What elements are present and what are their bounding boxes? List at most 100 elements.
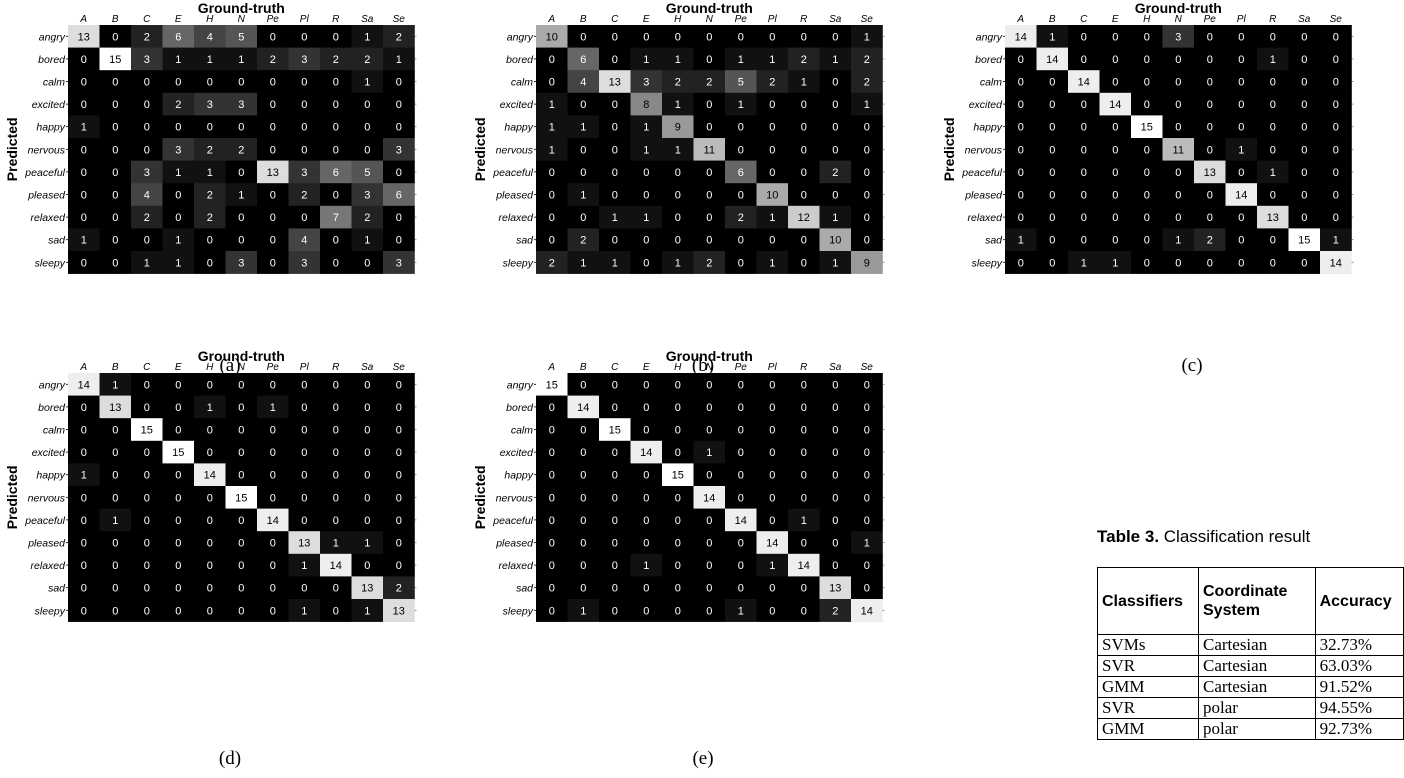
heatmap-cell (1225, 70, 1258, 94)
heatmap-cell (99, 531, 132, 555)
heatmap-cell (851, 576, 883, 600)
heatmap-cell (162, 92, 195, 116)
heatmap-cell (99, 373, 132, 396)
cell-value: 2 (706, 257, 712, 269)
cell-value: 0 (364, 470, 370, 482)
heatmap-cell (131, 531, 163, 555)
cell-value: 0 (832, 538, 838, 550)
cell-value: 0 (270, 235, 276, 247)
cell-value: 0 (81, 583, 87, 595)
y-tick-label: relaxed (968, 212, 1004, 224)
cell-value: 1 (333, 538, 339, 550)
cell-value: 0 (364, 492, 370, 504)
heatmap-cell (819, 418, 852, 442)
heatmap-cell (756, 25, 789, 48)
cell-value: 2 (207, 144, 213, 156)
heatmap-cell (1194, 70, 1226, 94)
x-tick-label: A (547, 14, 555, 25)
x-tick-label: Pe (267, 362, 280, 373)
table-row: SVR polar 94.55% (1097, 697, 1404, 719)
cell-value: 0 (238, 167, 244, 179)
cell-value: 0 (738, 190, 744, 202)
heatmap-cell (630, 25, 663, 48)
cell-value: 0 (112, 538, 118, 550)
cell-value: 0 (175, 425, 181, 437)
heatmap-cell (693, 553, 726, 577)
cell-value: 15 (1298, 235, 1310, 247)
table-cell-accuracy: 63.03% (1314, 655, 1404, 677)
heatmap-cell (351, 576, 384, 600)
x-tick-label: N (1175, 14, 1183, 25)
x-tick-label: Sa (361, 14, 374, 25)
heatmap-cell (1288, 70, 1321, 94)
heatmap-cell (725, 373, 757, 396)
heatmap-cell (1131, 183, 1163, 207)
cell-value: 0 (81, 447, 87, 459)
cell-value: 0 (832, 99, 838, 111)
cell-value: 0 (769, 235, 775, 247)
heatmap-cell (536, 486, 568, 509)
heatmap-cell (1005, 70, 1037, 94)
heatmap-cell (99, 25, 132, 48)
cell-value: 0 (1049, 144, 1055, 156)
cell-value: 1 (364, 235, 370, 247)
cell-value: 0 (270, 583, 276, 595)
heatmap-cell (630, 160, 663, 184)
cell-value: 0 (1049, 212, 1055, 224)
heatmap-cell (1320, 228, 1352, 252)
heatmap-cell (819, 205, 852, 229)
heatmap-cell (225, 183, 258, 207)
heatmap-cell (1131, 138, 1163, 161)
x-tick-label: N (238, 362, 246, 373)
heatmap-cell (257, 115, 289, 139)
x-tick-label: B (112, 14, 119, 25)
cell-value: 0 (706, 190, 712, 202)
heatmap-cell (194, 25, 226, 48)
cell-value: 0 (396, 515, 402, 527)
heatmap-cell (1320, 205, 1352, 229)
cell-value: 0 (1238, 122, 1244, 134)
heatmap-cell (1162, 92, 1195, 116)
heatmap-cell (536, 251, 568, 274)
cell-value: 0 (706, 470, 712, 482)
cell-value: 3 (238, 99, 244, 111)
heatmap-cell (1288, 47, 1321, 71)
cell-value: 0 (832, 470, 838, 482)
x-tick-label: Pe (1204, 14, 1217, 25)
heatmap-cell (662, 25, 694, 48)
heatmap-cell (225, 486, 258, 509)
cell-value: 14 (640, 447, 652, 459)
heatmap-cell (819, 115, 852, 139)
heatmap-cell (383, 440, 415, 464)
heatmap-cell (536, 183, 568, 207)
cell-value: 0 (144, 538, 150, 550)
heatmap-cell (567, 531, 600, 555)
cell-value: 1 (301, 560, 307, 572)
heatmap-cell (99, 70, 132, 94)
y-tick-label: excited (969, 99, 1003, 111)
heatmap-cell (225, 251, 258, 274)
x-tick-label: C (611, 362, 619, 373)
heatmap-cell (68, 228, 100, 252)
cell-value: 0 (612, 560, 618, 572)
cell-value: 9 (864, 257, 870, 269)
heatmap-cell (131, 70, 163, 94)
heatmap-cell (1005, 25, 1037, 48)
cell-value: 0 (112, 470, 118, 482)
heatmap-cell (536, 138, 568, 161)
cell-value: 14 (766, 538, 778, 550)
heatmap-cell (1225, 183, 1258, 207)
heatmap-cell (131, 373, 163, 396)
cell-value: 0 (81, 54, 87, 66)
cell-value: 14 (735, 515, 747, 527)
x-tick-label: N (238, 14, 246, 25)
heatmap-cell (819, 70, 852, 94)
x-tick-label: Se (861, 14, 874, 25)
heatmap-cell (662, 70, 694, 94)
heatmap-cell (288, 205, 321, 229)
cell-value: 0 (144, 470, 150, 482)
heatmap-cell (851, 47, 883, 71)
cell-value: 1 (1333, 235, 1339, 247)
y-tick-label: excited (500, 447, 534, 459)
heatmap-cell (630, 205, 663, 229)
